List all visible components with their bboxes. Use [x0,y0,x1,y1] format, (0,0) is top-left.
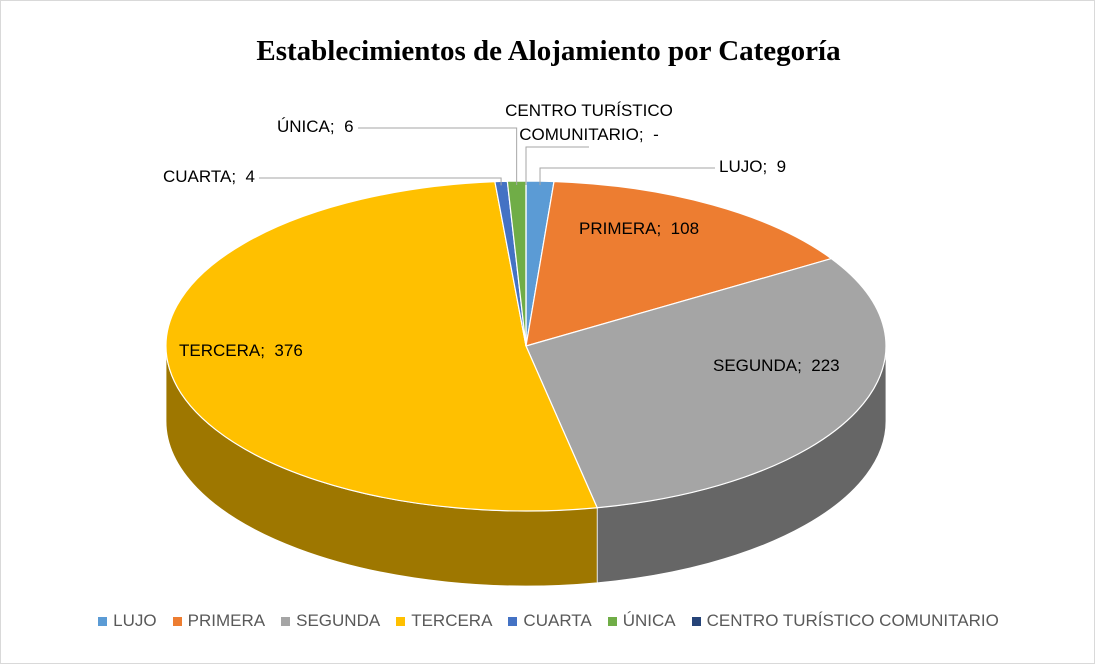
legend-swatch [508,616,518,626]
legend-item: ÚNICA [607,611,676,631]
chart-title: Establecimientos de Alojamiento por Cate… [256,35,841,67]
legend-label: CUARTA [523,611,592,630]
data-label-category: CENTRO TURÍSTICO COMUNITARIO [505,101,673,144]
legend-swatch [691,616,701,626]
data-label: CUARTA; 4 [163,167,255,187]
data-label-category: TERCERA [179,341,261,360]
legend: LUJO PRIMERA SEGUNDA TERCERA CUARTA ÚNICA CENT… [1,611,1095,631]
data-label: ÚNICA; 6 [277,117,354,137]
data-label-value: 108 [670,219,700,238]
data-label: LUJO; 9 [719,157,786,177]
legend-swatch [281,616,291,626]
leader-line [358,127,518,186]
data-label: CENTRO TURÍSTICO COMUNITARIO; - [489,99,689,147]
legend-item: TERCERA [396,611,492,631]
data-label-separator: ; [231,167,237,186]
data-label: PRIMERA; 108 [579,219,699,239]
data-label-value: 4 [245,167,255,186]
legend-item: CENTRO TURÍSTICO COMUNITARIO [691,611,999,631]
data-label-category: CUARTA [163,167,232,186]
leader-line [259,177,502,186]
data-label-category: SEGUNDA [713,356,798,375]
data-label-separator: ; [797,356,802,375]
leader-line [525,146,589,185]
legend-item: SEGUNDA [281,611,380,631]
leader-line [539,167,715,186]
data-label: SEGUNDA; 223 [713,356,840,376]
data-label-separator: ; [762,157,768,176]
legend-item: PRIMERA [172,611,266,631]
data-label-category: ÚNICA [277,117,330,136]
data-label-value: 6 [344,117,354,136]
legend-label: TERCERA [411,611,493,630]
slice [525,180,833,347]
data-label-category: LUJO [719,157,763,176]
data-label: TERCERA; 376 [179,341,303,361]
data-label-category: PRIMERA [579,219,657,238]
legend-swatch [98,616,108,626]
legend-swatch [172,616,182,626]
legend-label: CENTRO TURÍSTICO COMUNITARIO [706,611,999,630]
legend-label: LUJO [113,611,157,630]
data-label-value: 376 [274,341,303,360]
legend-swatch [396,616,406,626]
data-label-value: - [653,125,659,144]
legend-swatch [607,616,617,626]
slice [165,180,599,512]
legend-item: LUJO [98,611,157,631]
data-label-separator: ; [656,219,662,238]
legend-label: SEGUNDA [296,611,381,630]
legend-label: ÚNICA [622,611,676,630]
legend-item: CUARTA [508,611,592,631]
data-label-separator: ; [638,125,644,144]
slice [525,257,887,509]
data-label-separator: ; [329,117,335,136]
legend-label: PRIMERA [187,611,266,630]
data-label-value: 223 [811,356,840,375]
data-label-value: 9 [776,157,787,176]
data-label-separator: ; [260,341,265,360]
pie-tops [165,180,887,512]
